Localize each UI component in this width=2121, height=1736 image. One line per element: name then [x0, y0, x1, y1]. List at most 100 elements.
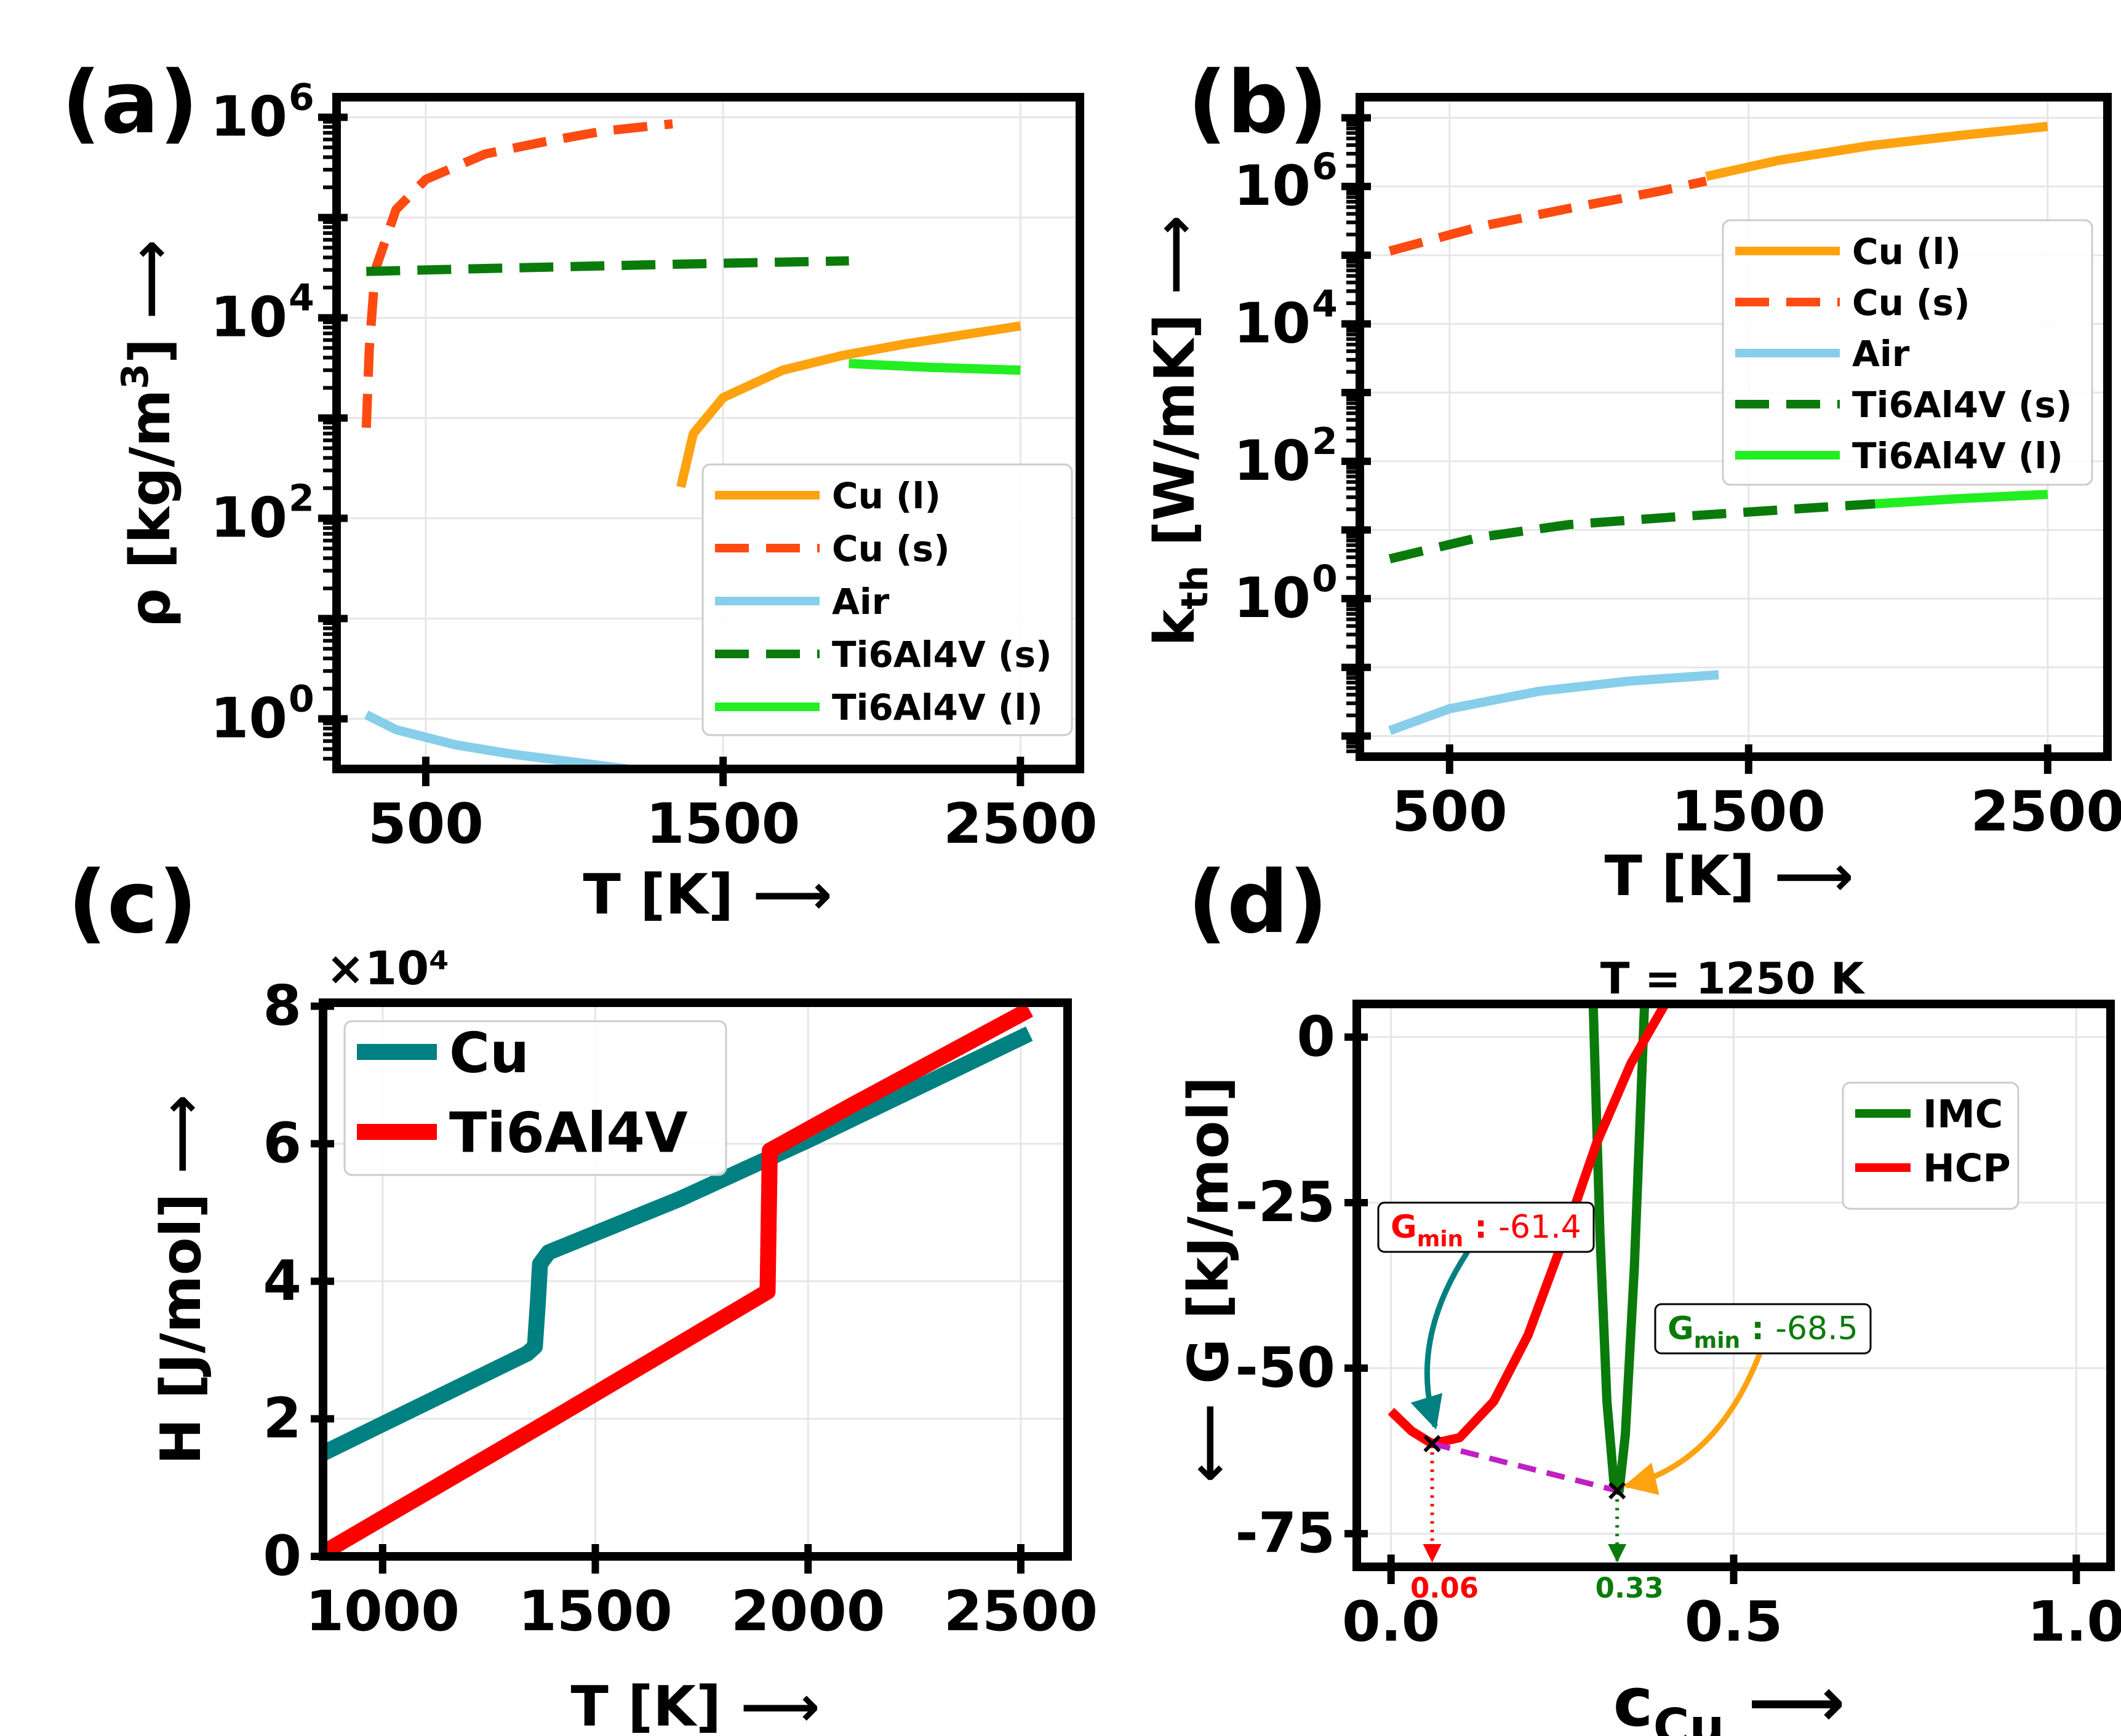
x-tick-label: 1500	[518, 1579, 673, 1644]
panel-a-series	[361, 119, 1021, 769]
legend-label: Ti6Al4V	[449, 1101, 688, 1165]
legend-label: Cu (s)	[1852, 282, 1970, 324]
series-line-ti6al4v	[323, 1003, 1033, 1556]
y-tick-label: 0	[1296, 1005, 1335, 1069]
legend-label: Air	[1852, 333, 1910, 375]
panel-d-annotations: 0.06 0.33 Gmin : -61.4 Gmin : -68.5	[1377, 1201, 1872, 1604]
panel-c: 1000 1500 2000 2500 0 2 4 6 8 ×10⁴ T [K] ⟶ H [J/…	[149, 941, 1098, 1736]
legend-label: Cu (s)	[832, 528, 950, 570]
panel-c-series	[323, 1003, 1033, 1556]
y-tick-label: 6	[263, 1111, 302, 1176]
legend-label: Ti6Al4V (l)	[832, 687, 1043, 728]
x-tick-label: 500	[1392, 779, 1508, 844]
annotation-box	[1654, 1303, 1872, 1355]
x-tick-label: 1500	[646, 792, 801, 856]
legend-label: Ti6Al4V (s)	[1852, 384, 2072, 426]
panel-c-ticks: 1000 1500 2000 2500 0 2 4 6 8	[263, 974, 1098, 1644]
x-tick-label: 1500	[1672, 779, 1826, 844]
legend-label: Air	[832, 581, 890, 623]
panel-label-d: (d)	[1188, 853, 1328, 953]
series-line-air	[1388, 670, 1719, 735]
legend-label: Cu (l)	[1852, 231, 1961, 273]
tie-line	[1431, 1441, 1618, 1494]
legend-label: IMC	[1923, 1091, 2003, 1136]
x-tick-label: 500	[368, 792, 484, 856]
series-line-cu-s-	[1388, 176, 1708, 256]
y-tick-label-exponent: 6	[289, 76, 314, 119]
series-line-cu-l-	[1705, 122, 2048, 181]
y-tick-label-exponent: 4	[289, 277, 314, 320]
legend-label: Ti6Al4V (s)	[832, 634, 1052, 675]
x-tick-label: 2500	[1971, 779, 2121, 844]
series-line-ti6al4v-l-	[849, 359, 1021, 375]
panel-label-c: (c)	[68, 853, 198, 953]
minimum-point-marker	[1608, 1482, 1626, 1500]
series-line-imc	[1588, 1004, 1650, 1495]
y-tick-label: -75	[1235, 1501, 1335, 1566]
x-tick-label: 1.0	[2027, 1590, 2121, 1654]
panel-c-xlabel: T [K] ⟶	[570, 1674, 820, 1736]
panel-b-ylabel: kth [W/mK] ⟶	[1143, 215, 1216, 647]
annotation-arrow	[1623, 1352, 1763, 1495]
x-tick-label: 1000	[306, 1579, 460, 1644]
y-tick-label: 10	[1234, 429, 1311, 493]
panel-d-legend: IMC HCP	[1842, 1081, 2019, 1210]
panel-d-title: T = 1250 K	[1600, 954, 1866, 1004]
composition-marker-label: 0.06	[1410, 1572, 1479, 1604]
y-tick-label: 10	[1234, 566, 1311, 631]
y-tick-label-exponent: 2	[289, 477, 314, 520]
series-line-ti6al4v-l-	[1874, 490, 2048, 509]
series-line-cu-s-	[361, 119, 673, 428]
x-tick-label: 2000	[731, 1579, 885, 1644]
y-tick-label: 0	[263, 1524, 302, 1588]
panel-label-b: (b)	[1188, 53, 1328, 153]
x-tick-label: 0.0	[1342, 1590, 1440, 1654]
y-tick-label-exponent: 6	[1312, 145, 1338, 188]
panel-d: 0.0 0.5 1.0 0 -25 -50 -75 T = 1250 K cCu ⟶ ⟵ G…	[1176, 954, 2121, 1736]
legend-label: HCP	[1923, 1145, 2011, 1190]
y-tick-label: 8	[263, 974, 302, 1038]
legend-label: Cu	[449, 1021, 529, 1085]
y-tick-label-exponent: 0	[289, 678, 314, 721]
panel-c-ylabel: H [J/mol] ⟶	[149, 1094, 214, 1465]
svg-text:kth [W/mK] ⟶: kth [W/mK] ⟶	[1143, 215, 1216, 647]
panel-d-xlabel: cCu ⟶	[1613, 1663, 1845, 1736]
y-tick-label-exponent: 0	[1312, 557, 1338, 600]
panel-c-multiplier: ×10⁴	[326, 941, 449, 995]
series-line-ti6al4v-s-	[1388, 499, 1875, 563]
x-tick-label: 2500	[944, 1579, 1098, 1644]
panel-a-xlabel: T [K] ⟶	[583, 862, 832, 927]
y-tick-label: 4	[263, 1249, 302, 1313]
y-tick-label: 10	[210, 486, 287, 551]
series-line-cu-l-	[676, 321, 1021, 488]
y-tick-label: 2	[263, 1386, 302, 1451]
panel-d-ylabel: ⟵ G [kJ/mol]	[1176, 1077, 1241, 1483]
series-line-hcp	[1388, 1004, 1669, 1449]
panel-b-xlabel: T [K] ⟶	[1604, 844, 1853, 909]
y-tick-label: 10	[210, 687, 287, 751]
series-line-ti6al4v-s-	[366, 256, 849, 276]
series-line-air	[364, 711, 663, 769]
y-tick-label: 10	[210, 85, 287, 149]
y-tick-label: 10	[1234, 292, 1311, 356]
x-tick-label: 2500	[943, 792, 1098, 856]
annotation-arrow	[1410, 1250, 1470, 1430]
legend-box	[1722, 219, 2093, 486]
y-tick-label: -50	[1235, 1336, 1335, 1400]
legend-box	[343, 1020, 727, 1176]
panel-label-a: (a)	[62, 53, 198, 153]
panel-d-ticks: 0.0 0.5 1.0 0 -25 -50 -75	[1235, 1005, 2121, 1654]
panel-b-series	[1388, 122, 2048, 735]
legend-label: Cu (l)	[832, 475, 941, 517]
svg-text:⟵ G [kJ/mol]: ⟵ G [kJ/mol]	[1176, 1077, 1241, 1483]
panel-d-series	[1388, 1004, 1669, 1495]
legend-box	[701, 463, 1073, 736]
y-tick-label-exponent: 4	[1312, 283, 1338, 326]
panel-b-legend: Cu (l) Cu (s) Air Ti6Al4V (s) Ti6Al4V (l)	[1722, 219, 2093, 486]
y-tick-label: 10	[210, 285, 287, 350]
svg-text:ρ [kg/m3] ⟶: ρ [kg/m3] ⟶	[114, 239, 183, 627]
